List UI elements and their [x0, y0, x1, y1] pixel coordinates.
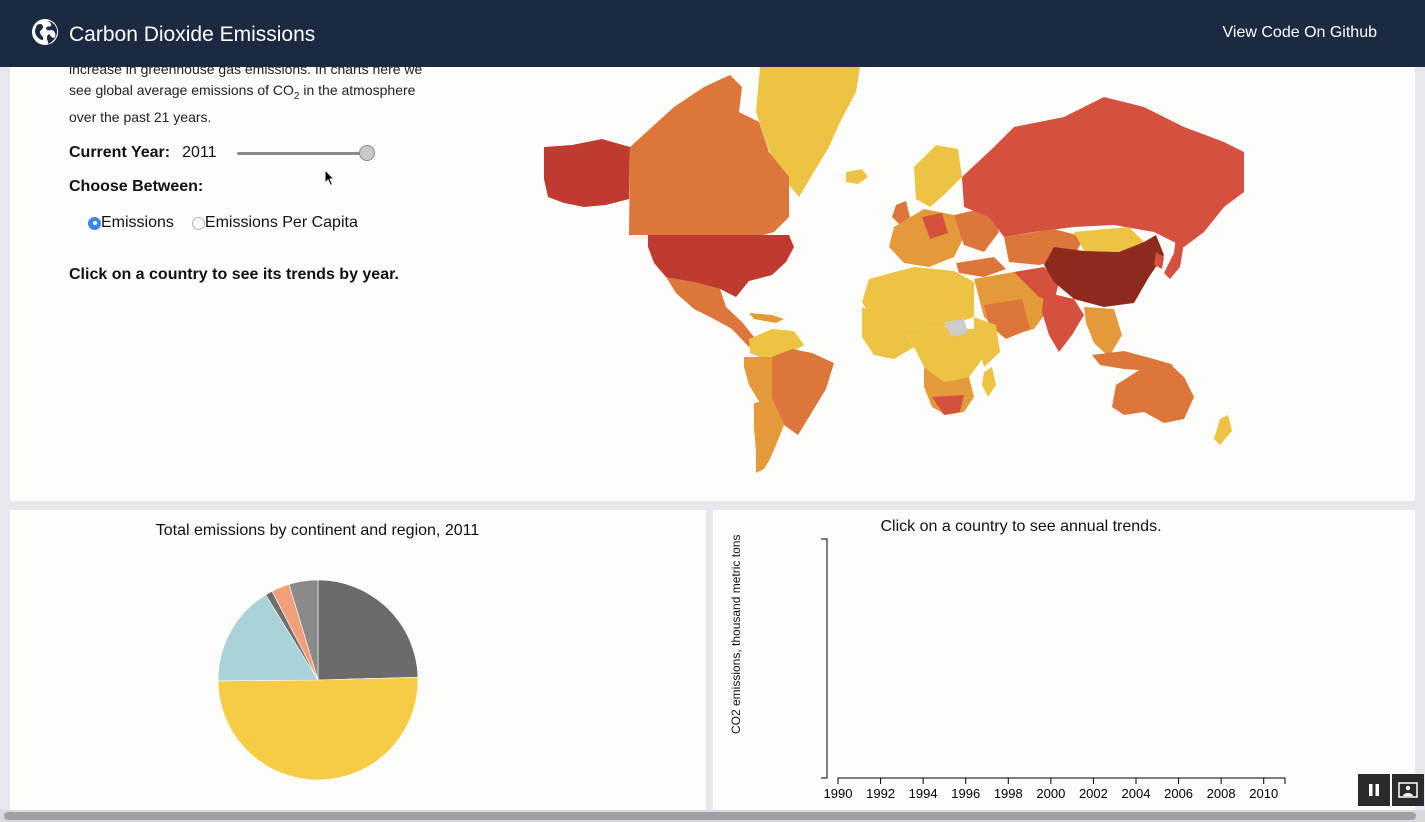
- country-argentina-chile[interactable]: [754, 399, 784, 473]
- x-tick-label: 1994: [909, 786, 938, 801]
- country-russia[interactable]: [962, 97, 1244, 247]
- country-canada[interactable]: [629, 75, 789, 239]
- country-china[interactable]: [1044, 235, 1164, 307]
- country-japan[interactable]: [1164, 237, 1184, 279]
- country-scandinavia[interactable]: [914, 145, 962, 207]
- x-tick-label: 2008: [1207, 786, 1236, 801]
- x-axis: [837, 777, 1286, 784]
- country-eastern-europe[interactable]: [954, 207, 999, 252]
- country-peru-bolivia[interactable]: [744, 357, 772, 403]
- country-korea[interactable]: [1154, 252, 1164, 269]
- country-greenland[interactable]: [756, 67, 860, 197]
- x-tick-label: 2006: [1164, 786, 1193, 801]
- country-central-africa[interactable]: [904, 327, 984, 382]
- navbar: Carbon Dioxide Emissions View Code On Gi…: [0, 0, 1425, 67]
- picture-in-picture-button[interactable]: [1392, 774, 1424, 806]
- picture-in-picture-icon: [1398, 782, 1418, 798]
- country-usa[interactable]: [648, 235, 794, 297]
- country-uk[interactable]: [892, 201, 910, 225]
- world-map[interactable]: [544, 67, 1244, 477]
- intro-line: increase in greenhouse gas emissions. In…: [69, 61, 423, 77]
- radio-button[interactable]: [191, 216, 205, 230]
- pause-button[interactable]: [1358, 774, 1390, 806]
- year-slider-track[interactable]: [237, 152, 368, 155]
- github-link[interactable]: View Code On Github: [1222, 24, 1377, 41]
- brand[interactable]: Carbon Dioxide Emissions: [31, 18, 315, 51]
- country-madagascar[interactable]: [982, 367, 996, 397]
- intro-line-part: in the atmosphere: [299, 82, 416, 98]
- x-tick-label: 2004: [1122, 786, 1151, 801]
- x-tick-label: 1992: [866, 786, 895, 801]
- country-turkey[interactable]: [956, 257, 1006, 277]
- globe-icon: [31, 18, 59, 51]
- horizontal-scrollbar[interactable]: [0, 810, 1425, 822]
- country-west-africa[interactable]: [862, 307, 914, 359]
- pie-slice-yellow[interactable]: [217, 676, 419, 781]
- country-australia[interactable]: [1112, 363, 1194, 423]
- country-south-africa[interactable]: [932, 395, 964, 415]
- pie-slice-gray-small[interactable]: [288, 579, 319, 681]
- pie-slice-light-blue[interactable]: [217, 594, 319, 682]
- country-alaska[interactable]: [544, 139, 630, 207]
- country-western-europe[interactable]: [889, 209, 964, 267]
- x-tick-label: 2002: [1079, 786, 1108, 801]
- country-mongolia[interactable]: [1074, 227, 1144, 252]
- country-southeast-asia[interactable]: [1084, 307, 1122, 357]
- intro-line: over the past 21 years.: [69, 108, 212, 125]
- intro-line: see global average emissions of CO2 in t…: [69, 80, 449, 107]
- click-instruction: Click on a country to see its trends by …: [69, 266, 399, 283]
- metric-radio-group: Emissions Emissions Per Capita: [88, 214, 376, 232]
- mouse-cursor-icon: [324, 169, 336, 187]
- year-slider-thumb[interactable]: [359, 145, 376, 161]
- trend-chart-title: Click on a country to see annual trends.: [880, 518, 1162, 535]
- current-year-label: Current Year:: [69, 144, 171, 161]
- intro-text: increase in greenhouse gas emissions. In…: [69, 59, 449, 128]
- intro-line-part: see global average emissions of CO: [69, 82, 294, 98]
- x-tick-label: 1990: [824, 786, 853, 801]
- radio-emissions[interactable]: Emissions: [88, 214, 174, 232]
- pie-panel: Total emissions by continent and region,…: [10, 510, 706, 810]
- country-north-africa[interactable]: [862, 267, 974, 329]
- app-title: Carbon Dioxide Emissions: [69, 22, 316, 46]
- year-control: Current Year: 2011: [69, 144, 376, 162]
- country-ethiopia-nodata[interactable]: [944, 319, 968, 337]
- country-germany[interactable]: [922, 213, 948, 239]
- pie-chart-title: Total emissions by continent and region,…: [155, 522, 480, 539]
- country-caribbean[interactable]: [749, 313, 784, 323]
- country-iceland[interactable]: [846, 169, 868, 184]
- x-tick-label: 2000: [1036, 786, 1065, 801]
- x-tick-label: 1998: [994, 786, 1023, 801]
- trend-panel: Click on a country to see annual trends.…: [713, 510, 1415, 810]
- radio-button[interactable]: [88, 216, 101, 230]
- pie-slice-gray[interactable]: [317, 579, 419, 681]
- current-year-value: 2011: [182, 144, 217, 161]
- choose-label: Choose Between:: [69, 178, 204, 195]
- radio-label: Emissions Per Capita: [204, 214, 358, 231]
- map-panel: increase in greenhouse gas emissions. In…: [10, 61, 1415, 501]
- pause-icon: [1369, 784, 1379, 796]
- radio-emissions-per-capita[interactable]: Emissions Per Capita: [191, 214, 358, 232]
- trend-chart[interactable]: 1990 1992 1994 1996 1998 2000 2002 2004 2006 2008…: [713, 510, 1415, 810]
- y-axis: [821, 538, 828, 779]
- country-new-zealand[interactable]: [1214, 415, 1232, 445]
- radio-label: Emissions: [101, 214, 174, 231]
- x-tick-label: 2010: [1249, 786, 1278, 801]
- year-slider[interactable]: [237, 145, 376, 161]
- co2-subscript: 2: [293, 90, 300, 102]
- country-east-africa[interactable]: [974, 317, 1000, 367]
- pie-chart[interactable]: [10, 510, 706, 810]
- country-brazil[interactable]: [772, 349, 834, 435]
- country-india[interactable]: [1042, 292, 1084, 352]
- country-mexico[interactable]: [666, 277, 754, 347]
- x-tick-label: 1996: [951, 786, 980, 801]
- scrollbar-thumb[interactable]: [4, 812, 1416, 820]
